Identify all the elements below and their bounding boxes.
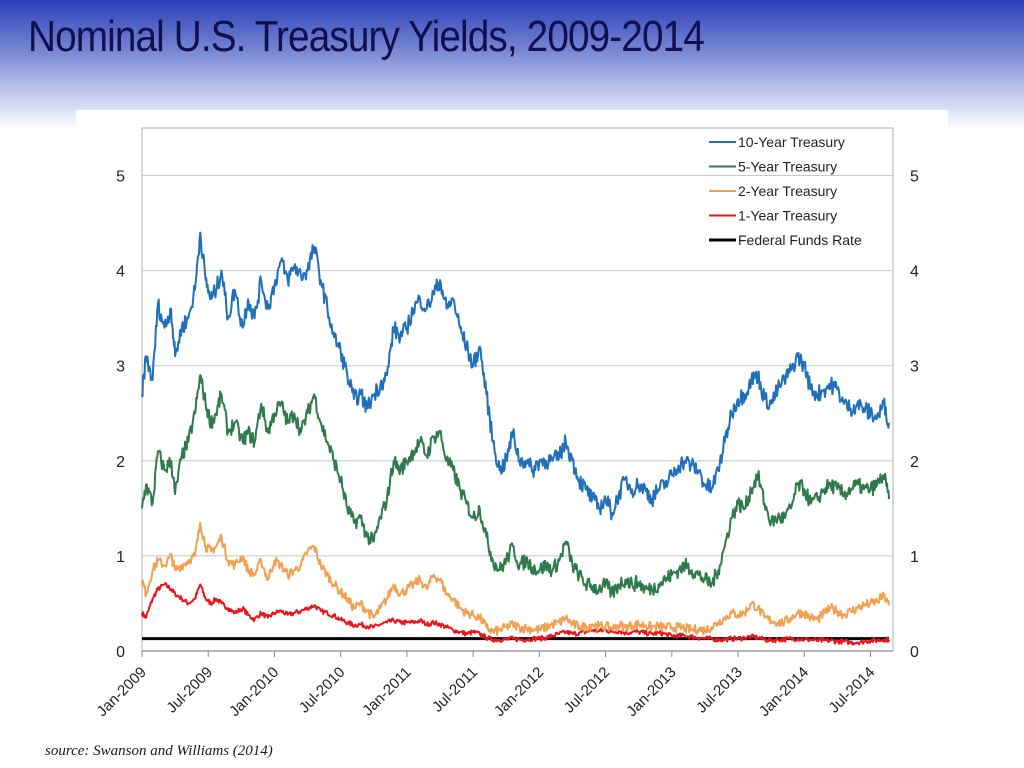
x-tick-label: Jan-2011: [359, 664, 414, 719]
x-tick-label: Jul-2013: [693, 664, 746, 717]
y-tick-label-right: 4: [910, 264, 919, 281]
y-tick-label-right: 5: [910, 169, 919, 186]
series-line-10-year-treasury: [141, 231, 890, 521]
legend-label: 1-Year Treasury: [738, 208, 837, 224]
x-tick-label: Jul-2010: [296, 664, 349, 717]
treasury-yields-chart: 0 0 1 1 2 2 3 3 4 4 5 5 Jan-2009 Jul-2009 Jan-2010 Jul-…: [94, 127, 919, 720]
y-tick-label-left: 2: [116, 454, 125, 471]
y-tick-label-right: 1: [910, 549, 919, 566]
legend-label: 5-Year Treasury: [738, 159, 837, 175]
legend-label: Federal Funds Rate: [738, 232, 862, 248]
y-tick-label-left: 0: [116, 644, 125, 661]
x-tick-label: Jan-2013: [623, 664, 679, 720]
series-line-2-year-treasury: [141, 521, 890, 636]
y-tick-label-right: 3: [910, 359, 919, 376]
slide-title: Nominal U.S. Treasury Yields, 2009-2014: [28, 12, 705, 61]
y-tick-label-left: 5: [116, 169, 125, 186]
y-tick-label-right: 0: [910, 644, 919, 661]
x-tick-label: Jan-2010: [226, 664, 282, 720]
x-tick-label: Jan-2014: [756, 664, 812, 720]
source-note: source: Swanson and Williams (2014): [45, 743, 273, 759]
series-line-5-year-treasury: [141, 374, 890, 598]
y-tick-label-left: 1: [116, 549, 125, 566]
legend-label: 2-Year Treasury: [738, 183, 837, 199]
x-tick-label: Jul-2012: [561, 664, 614, 717]
legend-label: 10-Year Treasury: [738, 134, 845, 150]
x-tick-label: Jul-2014: [826, 664, 879, 717]
x-tick-label: Jul-2009: [163, 664, 216, 717]
x-tick-label: Jan-2012: [491, 664, 547, 720]
y-tick-label-right: 2: [910, 454, 919, 471]
y-tick-label-left: 4: [116, 264, 125, 281]
chart-panel: 0 0 1 1 2 2 3 3 4 4 5 5 Jan-2009 Jul-2009 Jan-2010 Jul-…: [76, 110, 948, 736]
x-tick-label: Jan-2009: [94, 664, 150, 720]
x-tick-label: Jul-2011: [429, 664, 481, 716]
plot-area: [141, 127, 894, 652]
series-line-1-year-treasury: [141, 582, 890, 646]
y-tick-label-left: 3: [116, 359, 125, 376]
title-banner: [0, 0, 1024, 130]
